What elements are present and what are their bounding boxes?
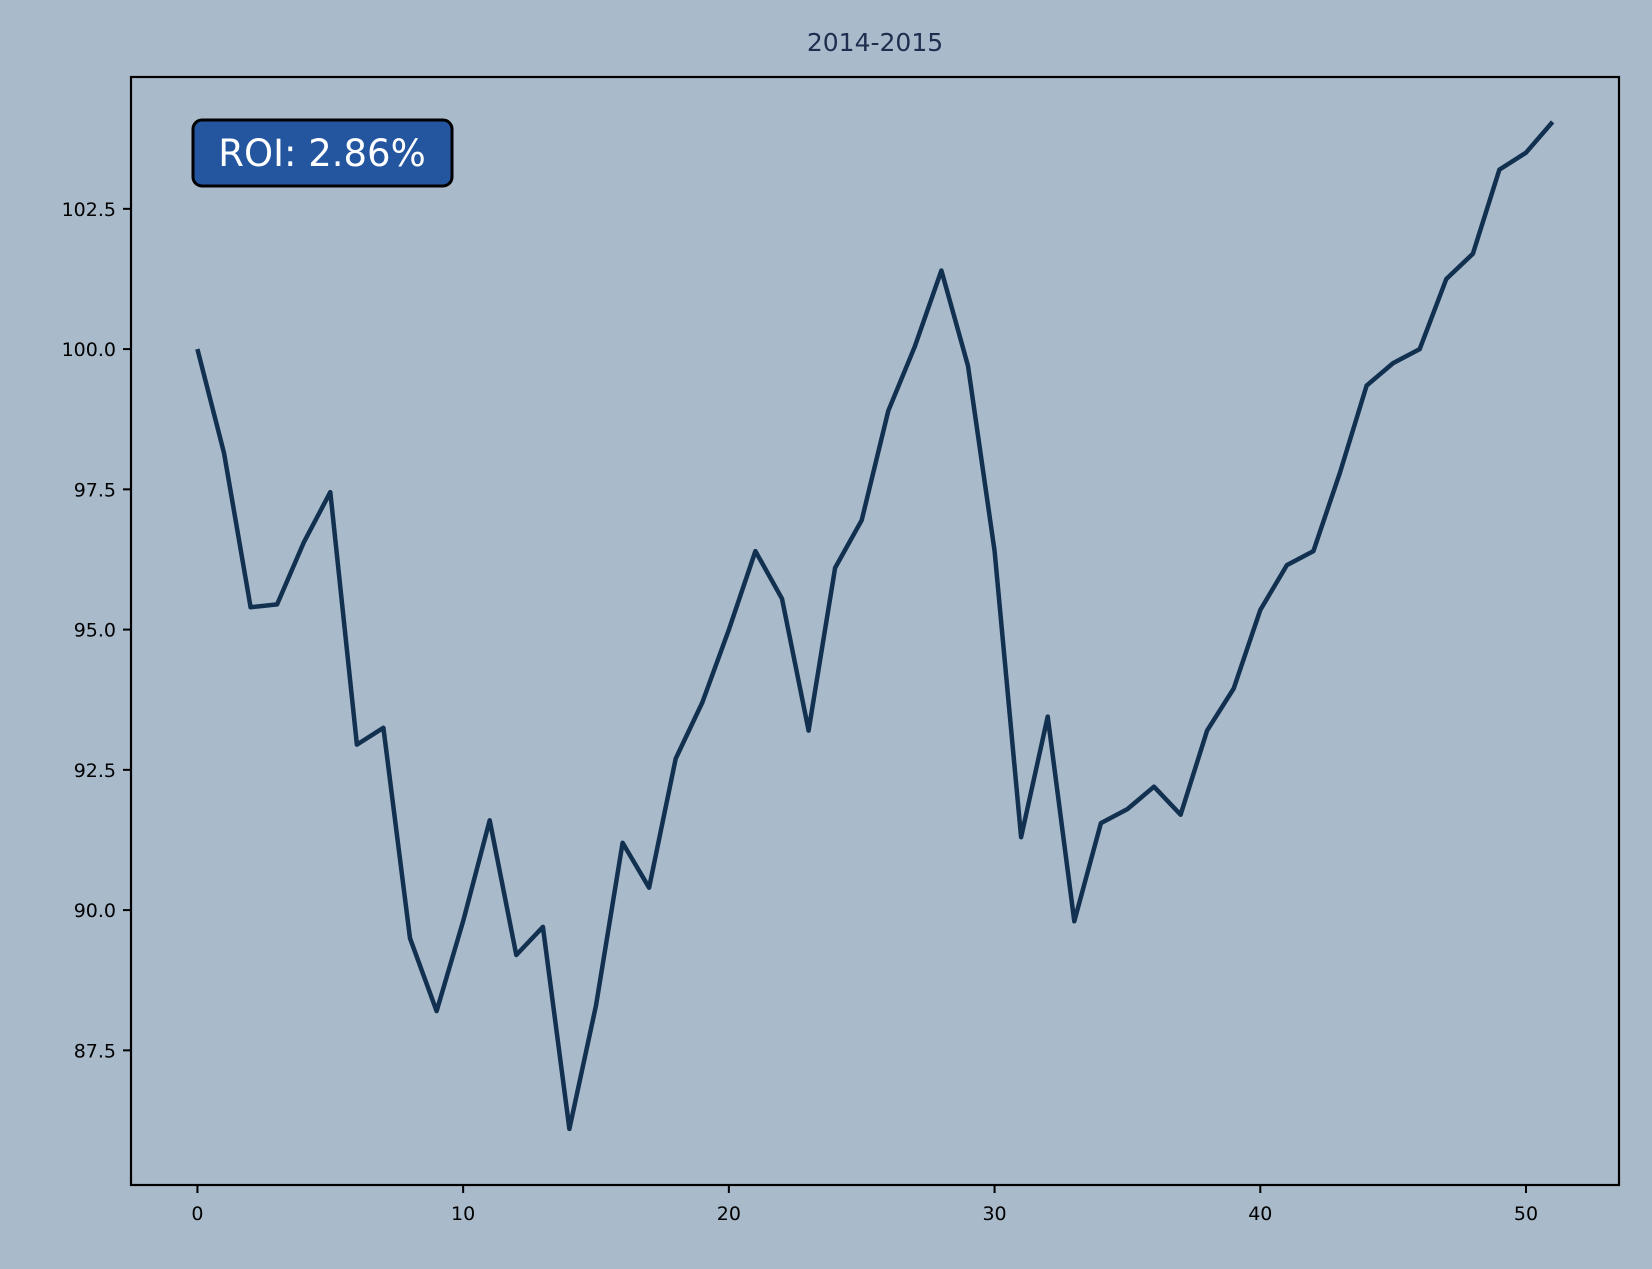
y-tick-label: 95.0 [74, 620, 116, 642]
y-axis: 87.5 90.0 92.5 95.0 97.5 100.0 102.5 [62, 199, 131, 1062]
y-tick-label: 102.5 [62, 199, 116, 221]
x-tick-label: 40 [1248, 1203, 1272, 1225]
x-tick-label: 0 [191, 1203, 203, 1225]
plot-frame [129, 75, 1621, 1187]
x-tick-label: 30 [982, 1203, 1006, 1225]
roi-annotation: ROI: 2.86% [191, 118, 454, 188]
roi-annotation-box [191, 118, 454, 188]
x-tick-label: 10 [451, 1203, 475, 1225]
x-tick-label: 50 [1514, 1203, 1538, 1225]
x-tick-label: 20 [717, 1203, 741, 1225]
roi-annotation-text: ROI: 2.86% [218, 132, 426, 175]
y-tick-label: 87.5 [74, 1040, 116, 1062]
series-line [195, 120, 1555, 1132]
plot-area [195, 120, 1555, 1132]
chart-title: 2014-2015 [807, 28, 943, 57]
y-tick-label: 100.0 [62, 339, 116, 361]
y-tick-label: 92.5 [74, 760, 116, 782]
y-tick-label: 90.0 [74, 900, 116, 922]
y-tick-label: 97.5 [74, 479, 116, 501]
x-axis: 0 10 20 30 40 50 [191, 1185, 1538, 1225]
